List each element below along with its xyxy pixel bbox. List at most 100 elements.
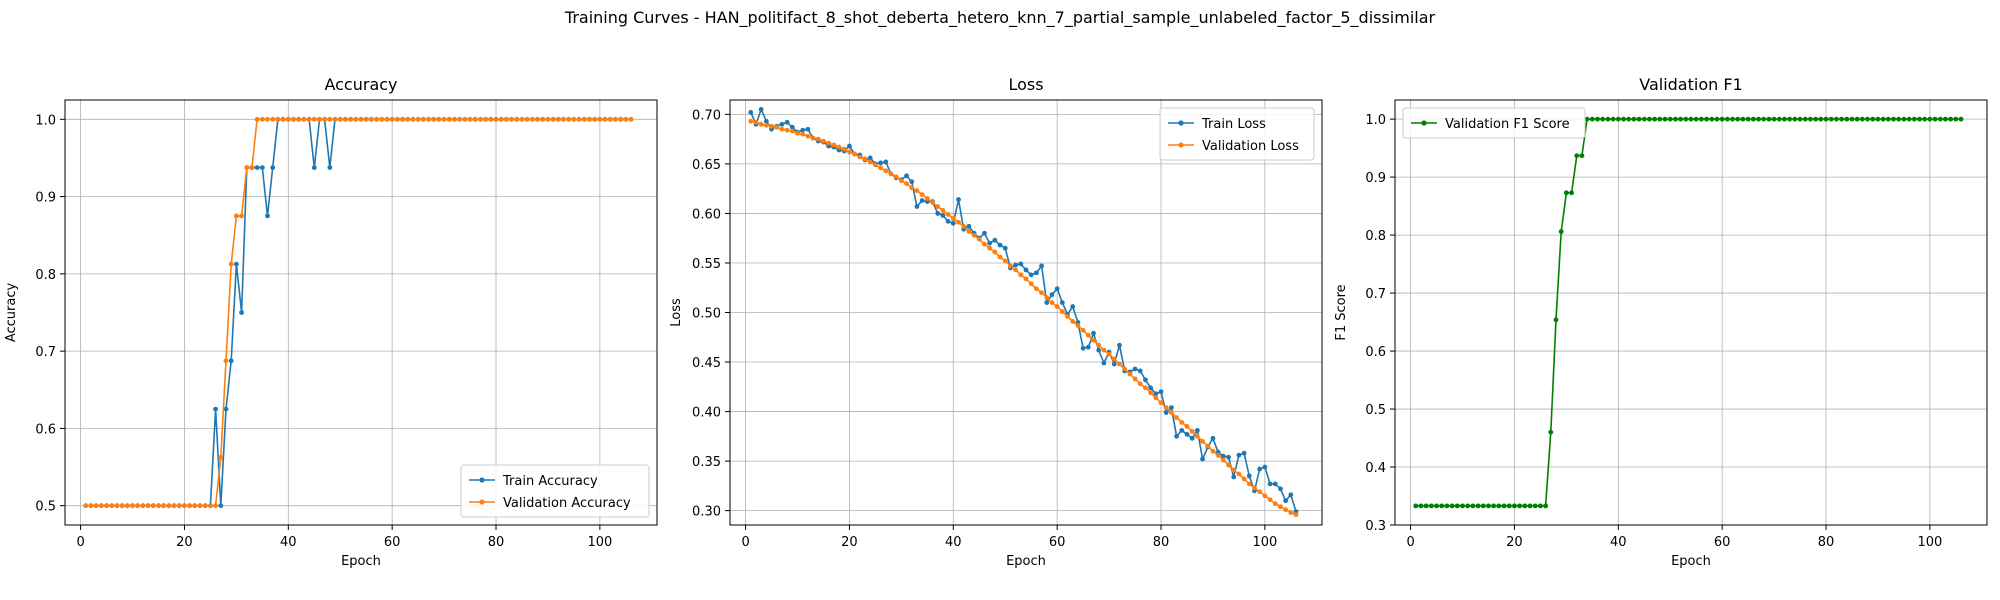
legend-entry: Train Loss [1201, 117, 1266, 132]
data-point [1875, 116, 1881, 122]
data-point [1802, 116, 1808, 122]
x-tick-label: 100 [587, 535, 612, 550]
data-point [800, 131, 806, 137]
data-point [1023, 276, 1029, 282]
figure-suptitle: Training Curves - HAN_politifact_8_shot_… [564, 8, 1436, 27]
y-tick-label: 0.45 [692, 356, 721, 371]
data-point [472, 116, 478, 122]
data-point [763, 118, 769, 124]
data-point [322, 116, 328, 122]
data-point [1470, 503, 1476, 509]
data-point [202, 503, 208, 509]
data-point [233, 261, 239, 267]
plot-frame [64, 99, 658, 526]
data-point [457, 116, 463, 122]
data-point [1423, 503, 1429, 509]
data-point [789, 124, 795, 130]
data-point [1091, 337, 1096, 343]
data-point [1538, 503, 1543, 509]
series-line-validation-loss [750, 120, 1297, 516]
data-point [1272, 501, 1278, 507]
data-point [213, 406, 218, 412]
data-point [1127, 371, 1133, 377]
data-point [171, 503, 177, 509]
data-point [1600, 116, 1606, 122]
data-point [1615, 116, 1621, 122]
data-point [228, 358, 234, 364]
data-point [1153, 391, 1159, 397]
data-point [182, 503, 187, 509]
x-tick-label: 40 [945, 535, 962, 550]
data-point [431, 116, 437, 122]
data-point [1958, 116, 1964, 122]
data-point [1486, 503, 1491, 509]
data-point [805, 126, 811, 132]
data-point [436, 116, 442, 122]
data-point [1210, 448, 1216, 454]
y-tick-label: 0.8 [1365, 229, 1386, 244]
data-point [1231, 474, 1237, 480]
legend-marker [479, 477, 485, 483]
data-point [1246, 473, 1252, 479]
series-line-validation-accuracy [85, 118, 631, 507]
data-point [1839, 116, 1844, 122]
data-point [1080, 345, 1086, 351]
data-point [1122, 366, 1128, 372]
data-point [898, 178, 904, 184]
data-point [1293, 512, 1299, 517]
data-point [1548, 429, 1554, 435]
data-point [623, 116, 629, 122]
data-point [1059, 300, 1065, 305]
data-point [1184, 424, 1190, 429]
data-point [265, 116, 270, 122]
data-point [1584, 116, 1590, 122]
data-point [1704, 116, 1709, 122]
data-point [1761, 116, 1767, 122]
y-tick-label: 0.7 [1365, 287, 1386, 302]
legend-marker [1421, 120, 1427, 126]
data-point [1080, 327, 1086, 333]
data-point [285, 116, 291, 122]
data-point [1605, 116, 1611, 122]
data-point [613, 116, 618, 122]
data-point [1574, 153, 1580, 159]
data-point [1288, 492, 1294, 498]
data-point [1236, 471, 1242, 477]
data-point [1880, 116, 1886, 122]
data-point [135, 503, 141, 509]
data-point [1693, 116, 1699, 122]
data-point [1589, 116, 1595, 122]
data-point [1158, 389, 1164, 395]
data-point [488, 116, 494, 122]
y-tick-label: 0.3 [1365, 519, 1386, 534]
data-point [1028, 281, 1034, 287]
data-point [114, 503, 120, 509]
data-point [1096, 342, 1102, 348]
data-point [1512, 503, 1517, 509]
data-point [555, 116, 561, 122]
data-point [1413, 503, 1419, 509]
data-point [1569, 190, 1574, 196]
x-tick-label: 60 [1714, 535, 1731, 550]
data-point [1714, 116, 1720, 122]
x-tick-label: 60 [1049, 535, 1066, 550]
data-point [1543, 503, 1548, 509]
data-point [1771, 116, 1777, 122]
data-point [368, 116, 374, 122]
data-point [862, 156, 868, 162]
data-point [1174, 415, 1179, 420]
y-tick-label: 0.35 [692, 455, 721, 470]
data-point [1647, 116, 1652, 122]
data-point [1257, 466, 1263, 472]
data-point [545, 116, 551, 122]
data-point [1927, 116, 1933, 122]
data-point [462, 116, 468, 122]
data-point [1169, 410, 1174, 415]
data-point [1252, 485, 1257, 491]
data-point [763, 122, 769, 128]
data-point [1101, 347, 1107, 353]
data-point [758, 107, 764, 112]
data-point [1522, 503, 1528, 509]
data-point [1859, 116, 1865, 122]
data-point [1013, 262, 1019, 268]
